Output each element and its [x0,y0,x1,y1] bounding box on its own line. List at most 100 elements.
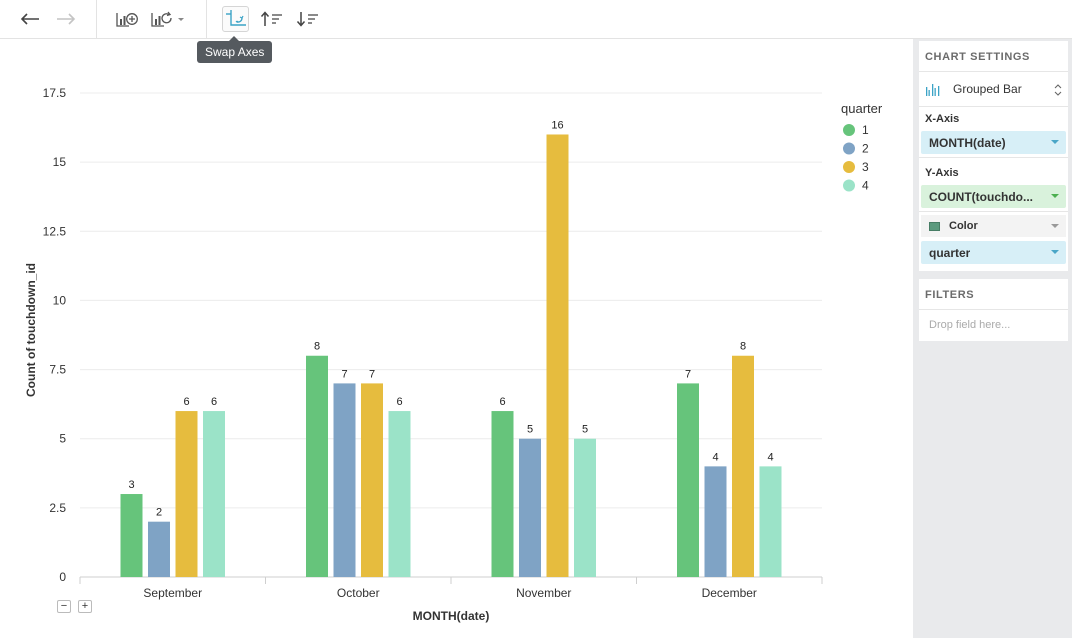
toolbar [0,0,1072,39]
chart-type-label: Grouped Bar [953,82,1022,96]
forward-button[interactable] [52,6,80,32]
data-label: 8 [314,341,320,353]
color-label: Color [949,220,978,232]
sort-descending-button[interactable] [294,6,322,32]
chart-options-dropdown[interactable] [148,6,188,32]
x-tick-label: November [516,586,571,600]
x-axis-label: X-Axis [925,113,960,125]
grouped-bar-icon [926,84,940,96]
swap-axes-tooltip: Swap Axes [197,36,273,63]
color-encoding-row[interactable]: Color [921,215,1066,237]
data-label: 7 [685,368,691,380]
y-tick-label: 2.5 [49,501,66,515]
sidebar: CHART SETTINGS Grouped Bar X-Axis MONTH(… [913,39,1072,638]
bar [491,411,514,577]
data-label: 8 [740,341,746,353]
chart-settings-title: CHART SETTINGS [919,41,1068,72]
filters-drop-zone[interactable]: Drop field here... [929,319,1011,331]
data-label: 2 [156,507,162,519]
data-label: 6 [396,396,402,408]
y-tick-label: 15 [53,155,67,169]
chevron-down-icon [1051,224,1059,228]
y-axis-field[interactable]: COUNT(touchdo... [921,185,1066,208]
toolbar-divider [206,0,207,38]
add-chart-icon [116,13,138,27]
color-swatch-icon [929,221,940,231]
y-axis-label: Y-Axis [925,167,959,179]
x-axis-field[interactable]: MONTH(date) [921,131,1066,154]
y-axis-field-label: COUNT(touchdo... [929,189,1033,204]
bar [306,355,328,577]
bar [388,411,411,577]
data-label: 4 [767,451,773,463]
x-tick-label: October [337,586,380,600]
add-chart-button[interactable] [112,6,142,32]
data-label: 7 [341,368,347,380]
y-tick-label: 12.5 [43,224,67,238]
y-tick-label: 5 [59,432,66,446]
bar [759,466,782,577]
data-label: 6 [211,396,217,408]
bar [677,383,699,577]
forward-arrow-icon [57,13,76,25]
bar [333,383,356,577]
data-label: 3 [128,479,134,491]
filters-panel: FILTERS Drop field here... [919,279,1068,341]
data-label: 7 [369,368,375,380]
divider [919,211,1068,212]
y-tick-label: 0 [59,570,66,584]
y-tick-label: 17.5 [43,86,67,100]
bar [148,521,170,577]
bar [704,466,727,577]
zoom-in-button[interactable]: + [78,600,92,613]
color-field[interactable]: quarter [921,241,1066,264]
toolbar-divider [96,0,97,38]
x-tick-label: September [143,586,202,600]
chevron-down-icon [1051,250,1059,254]
filters-title: FILTERS [919,279,1068,310]
legend-title: quarter [841,101,883,116]
bar [203,411,225,577]
chart-area: 0 2.5 5 7.5 10 12.5 15 17.5 September 3 2 6 6 October… [0,39,913,638]
bar [175,411,198,577]
zoom-out-button[interactable]: − [57,600,71,613]
data-label: 5 [582,424,588,436]
legend-swatch [843,161,855,173]
bar [732,355,754,577]
data-label: 6 [183,396,189,408]
bar [120,494,143,577]
divider [919,157,1068,158]
y-tick-label: 7.5 [49,363,66,377]
x-axis-field-label: MONTH(date) [929,135,1006,150]
bar [546,134,569,577]
bar [361,383,383,577]
legend-swatch [843,124,855,136]
chevron-down-icon [1051,194,1059,198]
y-axis-title: Count of touchdown_id [24,263,38,397]
select-arrows-icon [1054,84,1062,96]
bar [574,438,596,577]
data-label: 6 [499,396,505,408]
sort-ascending-button[interactable] [258,6,286,32]
x-axis-title: MONTH(date) [413,609,490,623]
legend-label: 1 [862,123,869,137]
chart-type-select[interactable]: Grouped Bar [919,72,1068,107]
sort-ascending-icon [260,11,282,26]
data-label: 5 [527,424,533,436]
legend-label: 2 [862,142,869,156]
legend-swatch [843,142,855,155]
back-button[interactable] [16,6,44,32]
chart-settings-panel: CHART SETTINGS Grouped Bar X-Axis MONTH(… [919,41,1068,271]
legend-label: 3 [862,160,869,174]
legend-swatch [843,179,855,192]
legend-label: 4 [862,179,869,193]
chevron-down-icon [1051,140,1059,144]
chart-refresh-icon [151,11,184,27]
x-tick-label: December [702,586,757,600]
bar [519,438,541,577]
color-field-label: quarter [929,245,971,260]
data-label: 16 [551,119,563,131]
swap-axes-button[interactable] [222,6,249,32]
